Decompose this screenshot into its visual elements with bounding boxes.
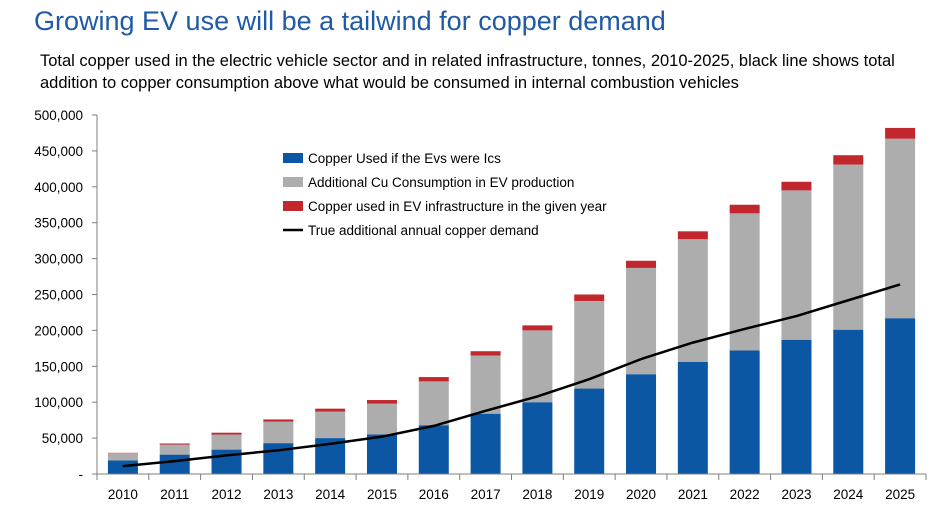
x-tick-label: 2011 xyxy=(160,487,189,502)
line-layer xyxy=(122,283,901,468)
bar-2010-s2 xyxy=(107,453,138,461)
legend-label-3: Copper used in EV infrastructure in the … xyxy=(308,199,607,214)
legend-swatch-1 xyxy=(283,153,303,163)
bar-2020-s1 xyxy=(626,374,657,474)
bar-2018-s2 xyxy=(522,330,553,403)
legend-label-1: Copper Used if the Evs were Ics xyxy=(308,151,501,166)
bar-2014-s2 xyxy=(315,411,346,439)
x-tick-label: 2012 xyxy=(212,487,242,502)
x-tick-label: 2016 xyxy=(419,487,449,502)
y-tick-label: 500,000 xyxy=(34,108,83,123)
x-tick-label: 2014 xyxy=(315,487,346,502)
bar-2015-s1 xyxy=(366,434,397,474)
bar-2018-s3 xyxy=(522,325,553,331)
x-tick-label: 2022 xyxy=(730,487,760,502)
bar-2023-s1 xyxy=(781,339,812,474)
x-tick-label: 2010 xyxy=(108,487,138,502)
bar-2015-s2 xyxy=(366,403,397,435)
bar-2017-s1 xyxy=(470,413,501,474)
bar-2016-s2 xyxy=(418,381,449,426)
x-tick-label: 2017 xyxy=(471,487,501,502)
bar-2016-s1 xyxy=(418,425,449,474)
bar-2016-s3 xyxy=(418,377,449,382)
y-tick-label: 400,000 xyxy=(34,180,83,195)
bar-2024-s3 xyxy=(833,155,864,165)
legend: Copper Used if the Evs were Ics Additiona… xyxy=(283,151,607,238)
x-tick-label: 2023 xyxy=(781,487,811,502)
bar-2023-s2 xyxy=(781,190,812,340)
bar-2015-s3 xyxy=(366,400,397,404)
y-tick-label: 250,000 xyxy=(34,288,83,303)
bar-2019-s2 xyxy=(574,300,605,389)
bar-2024-s1 xyxy=(833,329,864,474)
x-tick-label: 2024 xyxy=(833,487,864,502)
bar-2017-s3 xyxy=(470,351,501,356)
x-tick-label: 2021 xyxy=(678,487,708,502)
bar-2019-s1 xyxy=(574,388,605,474)
x-tick-label: 2025 xyxy=(885,487,915,502)
bar-2013-s3 xyxy=(263,419,294,422)
bar-2023-s3 xyxy=(781,181,812,191)
bar-2011-s3 xyxy=(159,443,190,445)
bar-2012-s3 xyxy=(211,432,242,435)
y-tick-label: 100,000 xyxy=(34,395,83,410)
legend-swatch-3 xyxy=(283,201,303,211)
y-tick-label: 200,000 xyxy=(34,323,83,338)
y-tick-label: 150,000 xyxy=(34,359,83,374)
bar-2020-s3 xyxy=(626,260,657,268)
bar-2021-s1 xyxy=(677,361,708,474)
bar-2021-s3 xyxy=(677,231,708,240)
bar-2022-s3 xyxy=(729,204,760,214)
bar-2012-s2 xyxy=(211,434,242,450)
legend-label-4: True additional annual copper demand xyxy=(308,223,539,238)
legend-label-2: Additional Cu Consumption in EV producti… xyxy=(308,175,574,190)
legend-swatch-2 xyxy=(283,177,303,187)
bar-2011-s2 xyxy=(159,444,190,455)
bar-2022-s1 xyxy=(729,350,760,474)
bars-layer xyxy=(107,127,916,474)
y-tick-label: 300,000 xyxy=(34,252,83,267)
chart-subtitle: Total copper used in the electric vehicl… xyxy=(40,52,895,92)
bar-2025-s3 xyxy=(885,127,916,139)
series-line-1 xyxy=(122,283,901,468)
y-tick-label: 450,000 xyxy=(34,144,83,159)
x-tick-label: 2013 xyxy=(263,487,293,502)
y-tick-label: 350,000 xyxy=(34,216,83,231)
x-tick-label: 2020 xyxy=(626,487,656,502)
axes-layer: - 50,000 100,000 150,000 200,000 250,000 300,0… xyxy=(34,108,927,502)
bar-2017-s2 xyxy=(470,355,501,414)
bar-2025-s2 xyxy=(885,138,916,319)
bar-2024-s2 xyxy=(833,164,864,330)
bar-2013-s2 xyxy=(263,421,294,444)
x-tick-label: 2019 xyxy=(574,487,604,502)
x-tick-label: 2015 xyxy=(367,487,397,502)
y-tick-label: 50,000 xyxy=(42,431,83,446)
bar-2011-s1 xyxy=(159,454,190,474)
bar-2018-s1 xyxy=(522,402,553,474)
x-tick-label: 2018 xyxy=(522,487,552,502)
bar-2019-s3 xyxy=(574,294,605,301)
bar-2025-s1 xyxy=(885,318,916,474)
chart-title: Growing EV use will be a tailwind for co… xyxy=(34,6,666,36)
bar-2010-s1 xyxy=(107,460,138,474)
y-tick-label: - xyxy=(79,467,84,482)
bar-2014-s3 xyxy=(315,408,346,412)
